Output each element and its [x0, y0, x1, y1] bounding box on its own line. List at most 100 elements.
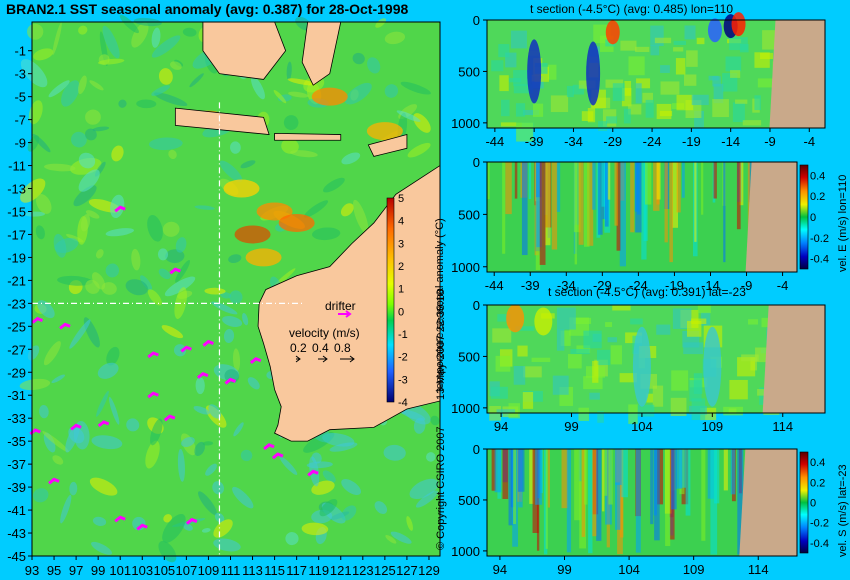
drifter-mark-9	[163, 414, 176, 422]
map-xtick-1: 95	[47, 563, 61, 578]
drifter-mark-4	[180, 345, 192, 353]
drifter-mark-10	[97, 420, 110, 428]
section2-ytick-1: 500	[458, 207, 480, 222]
section4-ytick-1: 500	[458, 493, 480, 508]
velocity-legend-arrow-1	[318, 355, 328, 363]
section4-xtick-0: 94	[493, 562, 507, 577]
section1-xtick-0: -44	[485, 134, 504, 149]
velocity-legend-arrow-2	[340, 355, 355, 363]
section2-colorbar-tick-1: 0.2	[810, 191, 825, 203]
section4-colorbar-tick-2: 0	[810, 498, 816, 510]
map-ytick-2: -5	[14, 90, 26, 105]
warm-anomaly-1	[234, 225, 271, 244]
land-australia	[257, 164, 441, 442]
drifter-mark-18	[114, 515, 126, 523]
map-xtick-3: 99	[91, 563, 105, 578]
map-xtick-7: 107	[176, 563, 198, 578]
section2-xtick-0: -44	[485, 278, 504, 293]
section2-xtick-1: -39	[521, 278, 540, 293]
velocity-value-2: 0.4	[312, 341, 329, 355]
velocity-label: velocity (m/s)	[289, 326, 360, 340]
section1-xtick-3: -29	[603, 134, 622, 149]
map-ytick-17: -35	[7, 434, 26, 449]
section2-ytick-2: 1000	[451, 260, 480, 275]
section3-xtick-4: 114	[772, 419, 793, 434]
section2-xtick-2: -34	[557, 278, 576, 293]
map-xtick-8: 109	[198, 563, 220, 578]
land-java	[174, 107, 270, 135]
section4-xtick-1: 99	[557, 562, 571, 577]
map-xtick-9: 111	[221, 563, 241, 578]
section-panel-1: 0 500 1000 -44 -39 -34 -29 -24 -19 -14 -9 -4	[451, 12, 826, 149]
drifter-mark-2	[114, 205, 126, 213]
map-ytick-6: -13	[7, 182, 26, 197]
section2-colorbar-tick-2: 0	[810, 212, 816, 224]
section1-xtick-6: -14	[721, 134, 740, 149]
section2-xtick-6: -14	[701, 278, 720, 293]
section4-colorbar-tick-4: -0.4	[810, 538, 829, 550]
section1-xtick-7: -9	[764, 134, 776, 149]
map-ytick-13: -27	[7, 342, 26, 357]
map-colorbar-tick-5: 0	[398, 306, 404, 318]
map-xtick-12: 117	[286, 563, 307, 578]
section2-colorbar-tick-4: -0.4	[810, 254, 829, 266]
map-colorbar	[386, 197, 395, 403]
land-lesser-sunda	[274, 132, 342, 141]
drifter-mark-17	[136, 523, 148, 531]
map-xtick-18: 129	[418, 563, 440, 578]
section3-xtick-0: 94	[494, 419, 508, 434]
map-ytick-20: -41	[7, 503, 26, 518]
map-ytick-9: -19	[7, 250, 26, 265]
section4-xtick-4: 114	[748, 562, 769, 577]
map-xtick-14: 121	[330, 563, 352, 578]
section1-xtick-2: -34	[564, 134, 583, 149]
map-ytick-3: -7	[14, 113, 26, 128]
section3-ytick-2: 1000	[451, 401, 480, 416]
map-title: BRAN2.1 SST seasonal anomaly (avg: 0.387…	[6, 1, 409, 17]
section-feature-1-1	[586, 41, 601, 106]
warm-anomaly-7	[366, 122, 403, 141]
section3-ytick-1: 500	[458, 349, 480, 364]
drifter-legend-arrow	[338, 310, 352, 318]
section1-xtick-1: -39	[525, 134, 544, 149]
drifter-label: drifter	[325, 299, 356, 313]
drifter-mark-16	[307, 469, 319, 477]
section2-xtick-8: -4	[777, 278, 789, 293]
map-ytick-8: -17	[7, 227, 26, 242]
section4-colorbar-tick-1: 0.2	[810, 477, 825, 489]
drifter-mark-0	[31, 316, 44, 324]
map-xtick-2: 97	[69, 563, 83, 578]
velocity-value-1: 0.2	[290, 341, 307, 355]
section1-xtick-8: -4	[803, 134, 815, 149]
drifter-mark-13	[48, 477, 60, 485]
section3-xtick-1: 99	[564, 419, 578, 434]
drifter-mark-21	[169, 267, 181, 275]
section-panel-3: 0 500 1000 94 99 104 109 114	[451, 298, 826, 434]
map-frame	[31, 21, 441, 557]
copyright-text: © Copyright CSIRO 2007	[435, 426, 447, 550]
section-feature-1-5	[731, 12, 746, 37]
panel1-title: t section (-4.5°C) (avg: 0.485) lon=110	[530, 2, 734, 16]
map-colorbar-tick-9: -4	[398, 397, 408, 409]
map-xtick-15: 123	[352, 563, 374, 578]
section2-ytick-0: 0	[473, 155, 480, 170]
section4-ytick-0: 0	[473, 442, 480, 457]
map-colorbar-tick-3: 2	[398, 261, 404, 273]
map-xtick-11: 115	[264, 563, 285, 578]
section2-colorbar	[799, 164, 809, 270]
map-ytick-18: -37	[7, 457, 26, 472]
map-xtick-5: 103	[131, 563, 153, 578]
map-xtick-10: 113	[242, 563, 263, 578]
vele-colorbar-label: vel. E (m/s) lon=110	[837, 174, 849, 272]
map-ytick-16: -33	[7, 411, 26, 426]
drifter-mark-5	[202, 339, 214, 347]
section2-xtick-5: -19	[665, 278, 684, 293]
map-colorbar-tick-2: 3	[398, 238, 404, 250]
drifter-mark-14	[263, 443, 275, 451]
drifter-mark-15	[271, 452, 284, 460]
map-ytick-11: -23	[7, 296, 26, 311]
section4-colorbar-tick-3: -0.2	[810, 518, 829, 530]
section1-ytick-2: 1000	[451, 116, 480, 131]
map-colorbar-tick-1: 4	[398, 216, 404, 228]
drifter-mark-3	[147, 351, 159, 359]
